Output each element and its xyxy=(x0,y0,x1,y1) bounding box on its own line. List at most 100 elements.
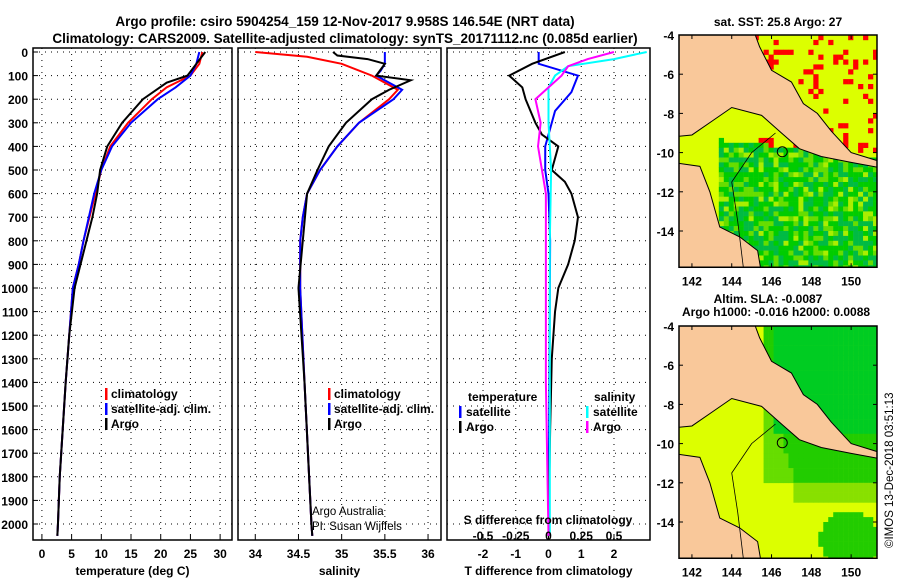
data-cell xyxy=(823,260,829,266)
data-cell xyxy=(833,326,839,332)
data-cell xyxy=(818,216,824,222)
data-cell xyxy=(813,463,819,469)
data-cell xyxy=(763,330,769,337)
data-cell xyxy=(763,157,769,163)
data-cell xyxy=(793,182,799,188)
data-cell xyxy=(763,142,769,148)
data-cell xyxy=(728,216,734,222)
data-cell xyxy=(828,414,834,420)
data-cell xyxy=(823,196,829,202)
data-cell xyxy=(773,49,779,55)
data-cell xyxy=(823,350,829,356)
data-cell xyxy=(858,536,864,542)
data-cell xyxy=(868,365,874,371)
data-cell xyxy=(873,477,877,484)
data-cell xyxy=(853,399,859,405)
data-cell xyxy=(838,250,844,256)
data-cell xyxy=(868,128,874,134)
data-cell xyxy=(783,360,789,366)
data-cell xyxy=(843,409,849,415)
data-cell xyxy=(748,167,754,173)
data-cell xyxy=(858,226,864,232)
data-cell xyxy=(748,240,754,246)
data-cell xyxy=(858,433,864,439)
data-cell xyxy=(813,384,819,390)
data-cell xyxy=(763,340,769,346)
data-cell xyxy=(793,443,799,449)
data-cell xyxy=(873,546,877,552)
data-cell xyxy=(863,522,869,528)
data-cell xyxy=(863,240,869,246)
data-cell xyxy=(783,350,789,356)
lat-tick-label: -10 xyxy=(657,438,675,452)
data-cell xyxy=(723,216,729,222)
data-cell xyxy=(863,497,869,503)
data-cell xyxy=(858,240,864,246)
data-cell xyxy=(768,162,774,168)
data-cell xyxy=(818,448,824,454)
data-cell xyxy=(803,231,809,237)
data-cell xyxy=(828,255,834,261)
data-cell xyxy=(768,152,774,158)
data-cell xyxy=(813,355,819,361)
data-cell xyxy=(748,211,754,217)
data-cell xyxy=(833,487,839,493)
data-cell xyxy=(843,384,849,390)
data-cell xyxy=(768,255,774,261)
data-cell xyxy=(773,250,779,256)
data-cell xyxy=(853,370,859,376)
data-cell xyxy=(803,167,809,173)
data-cell xyxy=(868,177,874,183)
data-cell xyxy=(868,250,874,256)
data-cell xyxy=(783,172,789,178)
data-cell xyxy=(833,260,839,266)
data-cell xyxy=(718,147,724,153)
panel-difference: -2 -1 0 1 2T difference from climatologytemp… xyxy=(446,47,651,578)
data-cell xyxy=(738,231,744,237)
data-cell xyxy=(863,201,869,207)
data-cell xyxy=(873,355,877,361)
data-cell xyxy=(813,39,819,46)
legend-swatch xyxy=(459,421,462,433)
legend-swatch xyxy=(105,388,108,400)
data-cell xyxy=(843,512,849,518)
data-cell xyxy=(763,463,769,469)
data-cell xyxy=(828,355,834,361)
data-cell xyxy=(733,157,739,163)
data-cell xyxy=(718,182,724,188)
data-cell xyxy=(793,463,799,469)
data-cell xyxy=(848,433,854,439)
data-cell xyxy=(863,235,869,242)
data-cell xyxy=(798,182,804,188)
data-cell xyxy=(808,177,814,183)
lat-tick-label: -8 xyxy=(663,398,674,412)
data-cell xyxy=(778,345,784,351)
data-cell xyxy=(813,265,819,268)
data-cell xyxy=(818,541,824,547)
data-cell xyxy=(858,497,864,503)
data-cell xyxy=(718,186,724,193)
data-cell xyxy=(788,240,794,246)
data-cell xyxy=(808,216,814,222)
data-cell xyxy=(858,355,864,361)
data-cell xyxy=(858,245,864,251)
data-cell xyxy=(768,260,774,266)
data-cell xyxy=(853,221,859,227)
data-cell xyxy=(828,541,834,547)
data-cell xyxy=(838,355,844,361)
data-cell xyxy=(838,240,844,246)
data-cell xyxy=(783,221,789,227)
data-cell xyxy=(778,221,784,227)
data-cell xyxy=(783,211,789,217)
data-cell xyxy=(823,330,829,337)
data-cell xyxy=(868,330,874,337)
x-tick-label: 30 xyxy=(213,547,227,561)
data-cell xyxy=(873,482,877,488)
data-cell xyxy=(873,419,877,425)
data-cell xyxy=(803,265,809,268)
data-cell xyxy=(733,216,739,222)
data-cell xyxy=(853,541,859,547)
data-cell xyxy=(863,255,869,261)
data-cell xyxy=(823,221,829,227)
